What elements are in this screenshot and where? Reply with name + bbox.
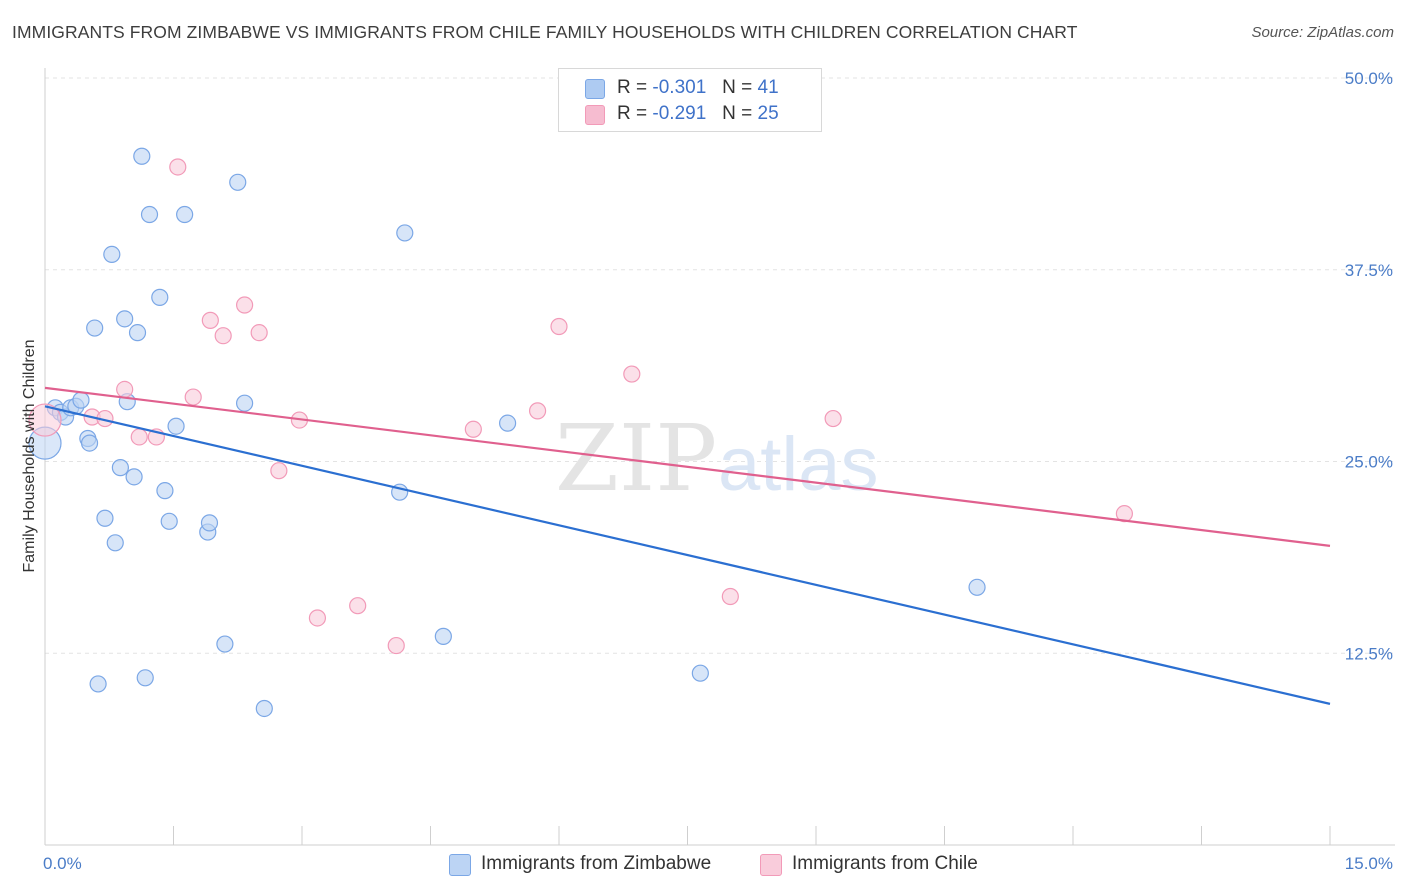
r-label: R =: [617, 77, 648, 98]
grid-lines: [45, 77, 1395, 654]
point-zimbabwe: [106, 534, 124, 552]
point-zimbabwe: [116, 310, 134, 328]
r-value: -0.301: [652, 77, 707, 98]
chart-title: IMMIGRANTS FROM ZIMBABWE VS IMMIGRANTS F…: [12, 22, 1078, 42]
point-chile: [250, 324, 268, 342]
y-tick-label: 25.0%: [1345, 453, 1393, 472]
point-chile: [721, 587, 739, 606]
x-tick-label: 0.0%: [43, 854, 82, 873]
point-zimbabwe: [89, 675, 107, 693]
point-zimbabwe: [200, 514, 219, 532]
axis-labels: 12.5% 25.0% 37.5% 50.0% 0.0% 15.0% Family Hous…: [21, 69, 1393, 873]
point-chile: [130, 428, 148, 446]
point-zimbabwe: [434, 627, 452, 645]
legend-stats-zimbabwe: R = -0.301 N = 41: [617, 77, 779, 99]
point-chile: [116, 380, 134, 399]
point-zimbabwe: [167, 417, 185, 435]
point-chile: [270, 462, 288, 480]
point-chile: [349, 597, 367, 615]
watermark-zip: ZIP: [555, 405, 717, 512]
point-zimbabwe: [176, 205, 194, 224]
y-tick-label: 37.5%: [1345, 261, 1393, 280]
point-chile: [550, 317, 568, 336]
n-value: 41: [757, 77, 779, 98]
point-chile: [528, 402, 547, 420]
trend-line-zimbabwe: [44, 405, 1331, 705]
watermark: ZIP atlas: [555, 405, 879, 512]
series-swatch-chile: [760, 854, 782, 876]
point-chile: [308, 609, 327, 627]
n-label: N =: [722, 103, 753, 124]
point-chile: [623, 365, 641, 383]
axes: [44, 68, 1395, 846]
r-label: R =: [617, 103, 648, 124]
point-zimbabwe: [140, 205, 159, 224]
point-chile: [201, 311, 219, 329]
point-zimbabwe: [72, 391, 90, 409]
point-chile: [824, 409, 842, 428]
legend-stats-chile: R = -0.291 N = 25: [617, 103, 779, 125]
point-zimbabwe: [691, 664, 709, 682]
point-zimbabwe: [86, 319, 104, 337]
point-chile: [236, 296, 254, 314]
r-value: -0.291: [652, 103, 707, 124]
point-zimbabwe: [255, 699, 273, 718]
point-zimbabwe: [229, 173, 247, 191]
point-chile: [184, 388, 202, 406]
point-zimbabwe: [136, 669, 154, 687]
legend-swatch-chile: [585, 105, 605, 125]
source-label: Source: ZipAtlas.com: [1251, 24, 1394, 41]
n-value: 25: [757, 103, 779, 124]
point-chile: [214, 327, 232, 345]
point-zimbabwe: [133, 147, 151, 165]
point-zimbabwe: [236, 394, 254, 412]
series-name-zimbabwe: Immigrants from Zimbabwe: [481, 853, 712, 874]
x-tick-label: 15.0%: [1345, 854, 1393, 873]
point-zimbabwe: [103, 245, 121, 264]
point-zimbabwe: [499, 414, 517, 432]
point-zimbabwe: [80, 434, 99, 452]
point-zimbabwe: [128, 324, 147, 342]
series-name-chile: Immigrants from Chile: [792, 853, 978, 874]
watermark-atlas: atlas: [718, 422, 879, 507]
point-zimbabwe: [156, 482, 174, 500]
point-zimbabwe: [396, 224, 414, 242]
point-chile: [387, 636, 405, 655]
n-label: N =: [722, 77, 753, 98]
y-tick-label: 12.5%: [1345, 644, 1393, 663]
correlation-legend: R = -0.301 N = 41 R = -0.291 N = 25: [558, 68, 822, 132]
y-axis-label: Family Households with Children: [21, 340, 38, 573]
point-zimbabwe: [96, 509, 114, 527]
point-chile: [28, 403, 62, 437]
y-tick-label: 50.0%: [1345, 69, 1393, 88]
point-zimbabwe: [968, 578, 986, 596]
point-zimbabwe: [151, 288, 169, 306]
point-chile: [169, 158, 187, 176]
legend-swatch-zimbabwe: [585, 79, 605, 99]
trend-line-chile: [44, 386, 1331, 547]
point-chile: [464, 420, 482, 438]
point-zimbabwe: [160, 512, 178, 530]
point-zimbabwe: [125, 468, 143, 486]
series-swatch-zimbabwe: [449, 854, 471, 876]
point-zimbabwe: [111, 459, 129, 477]
trend-lines: [44, 386, 1331, 705]
point-zimbabwe: [216, 635, 234, 653]
